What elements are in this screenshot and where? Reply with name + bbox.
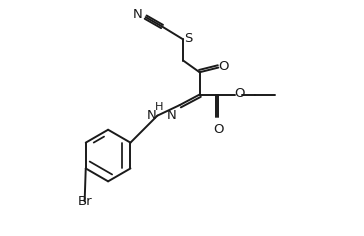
Text: N: N <box>146 109 156 122</box>
Text: O: O <box>213 123 223 136</box>
Text: H: H <box>155 102 163 112</box>
Text: O: O <box>234 87 244 100</box>
Text: S: S <box>184 32 193 45</box>
Text: N: N <box>166 109 176 122</box>
Text: N: N <box>133 8 143 21</box>
Text: O: O <box>218 60 229 73</box>
Text: Br: Br <box>78 195 92 208</box>
